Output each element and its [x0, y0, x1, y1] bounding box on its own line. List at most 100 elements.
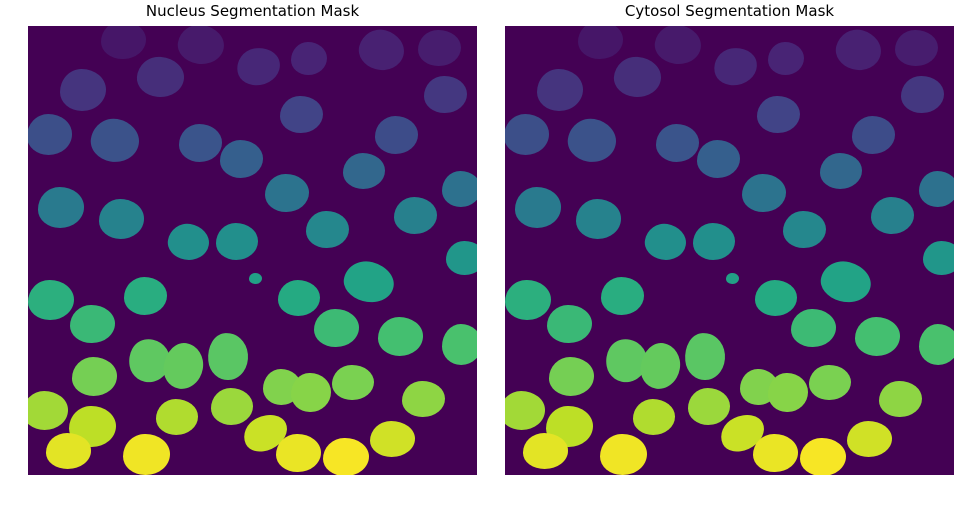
- cell-blob: [72, 357, 117, 396]
- cell-blob: [688, 388, 730, 425]
- cell-blob: [378, 317, 423, 356]
- cell-blob: [46, 433, 92, 469]
- cell-blob: [70, 305, 115, 344]
- cell-blob: [505, 280, 551, 320]
- cell-blob: [901, 76, 943, 113]
- cell-blob: [576, 199, 621, 239]
- cell-blob: [402, 381, 444, 417]
- cell-blob: [783, 211, 826, 249]
- panel-nucleus: Nucleus Segmentation Mask: [28, 10, 477, 459]
- cell-blob: [817, 256, 876, 307]
- panel-cytosol: Cytosol Segmentation Mask: [505, 10, 954, 459]
- cell-blob: [332, 365, 374, 401]
- figure: Nucleus Segmentation Mask Cytosol Segmen…: [0, 0, 978, 506]
- cell-blob: [323, 438, 369, 475]
- cell-blob: [505, 114, 549, 154]
- cell-blob: [755, 280, 797, 316]
- cell-blob: [852, 116, 895, 154]
- cell-blob: [919, 324, 954, 365]
- cell-blob: [800, 438, 846, 475]
- cell-blob: [156, 399, 198, 435]
- cell-blob: [642, 220, 689, 263]
- cell-blob: [578, 26, 623, 59]
- cell-blob: [600, 434, 647, 475]
- cell-blob: [757, 96, 800, 134]
- cell-blob: [895, 30, 938, 67]
- panel-title-nucleus: Nucleus Segmentation Mask: [28, 2, 477, 20]
- cell-blob: [340, 256, 399, 307]
- cell-blob: [565, 116, 620, 167]
- cell-blob: [206, 331, 249, 381]
- cell-blob: [693, 223, 735, 260]
- cell-blob: [919, 171, 954, 207]
- cell-blob: [418, 30, 461, 67]
- cell-blob: [847, 421, 892, 457]
- mask-canvas-cytosol: [505, 26, 954, 475]
- cell-blob: [446, 241, 477, 275]
- cell-blob: [791, 309, 836, 348]
- cell-blob: [871, 197, 914, 234]
- cell-blob: [60, 69, 106, 111]
- panel-title-cytosol: Cytosol Segmentation Mask: [505, 2, 954, 20]
- cell-blob: [265, 174, 309, 213]
- cell-blob: [276, 434, 321, 473]
- cell-blob: [612, 55, 662, 99]
- cell-blob: [306, 211, 349, 249]
- cell-blob: [165, 220, 212, 263]
- cell-blob: [711, 45, 760, 89]
- cell-blob: [28, 114, 72, 154]
- cell-blob: [424, 76, 466, 113]
- cell-blob: [697, 140, 740, 178]
- cell-blob: [343, 153, 385, 189]
- cell-blob: [291, 373, 331, 413]
- cell-blob: [768, 373, 808, 413]
- cell-blob: [683, 331, 726, 381]
- cell-blob: [809, 365, 851, 401]
- cell-blob: [515, 187, 561, 227]
- cell-blob: [742, 174, 786, 213]
- cell-blob: [601, 277, 644, 315]
- cell-blob: [768, 42, 804, 75]
- cell-blob: [211, 388, 253, 425]
- cell-blob: [101, 26, 146, 59]
- cell-blob: [234, 45, 283, 89]
- cell-blob: [547, 305, 592, 344]
- cell-blob: [394, 197, 437, 234]
- cell-blob: [549, 357, 594, 396]
- cell-blob: [354, 26, 408, 76]
- cell-blob: [314, 309, 359, 348]
- cell-blob: [124, 277, 167, 315]
- cell-blob: [442, 171, 477, 207]
- cell-blob: [175, 26, 227, 67]
- cell-blob: [216, 223, 258, 260]
- cell-blob: [726, 273, 739, 285]
- cell-blob: [123, 434, 170, 475]
- cell-blob: [656, 124, 699, 162]
- cell-blob: [537, 69, 583, 111]
- cell-blob: [179, 124, 222, 162]
- cell-blob: [135, 55, 185, 99]
- cell-blob: [820, 153, 862, 189]
- cell-blob: [831, 26, 885, 76]
- cell-blob: [220, 140, 263, 178]
- cell-blob: [370, 421, 415, 457]
- cell-blob: [291, 42, 327, 75]
- cell-blob: [375, 116, 418, 154]
- cell-blob: [923, 241, 954, 275]
- cell-blob: [633, 399, 675, 435]
- cell-blob: [505, 391, 545, 430]
- cell-blob: [99, 199, 144, 239]
- cell-blob: [278, 280, 320, 316]
- cell-blob: [855, 317, 900, 356]
- cell-blob: [638, 340, 684, 392]
- mask-canvas-nucleus: [28, 26, 477, 475]
- cell-blob: [879, 381, 921, 417]
- cell-blob: [753, 434, 798, 473]
- cell-blob: [523, 433, 569, 469]
- cell-blob: [249, 273, 262, 285]
- cell-blob: [280, 96, 323, 134]
- cell-blob: [38, 187, 84, 227]
- cell-blob: [161, 340, 207, 392]
- cell-blob: [88, 116, 143, 167]
- cell-blob: [28, 391, 68, 430]
